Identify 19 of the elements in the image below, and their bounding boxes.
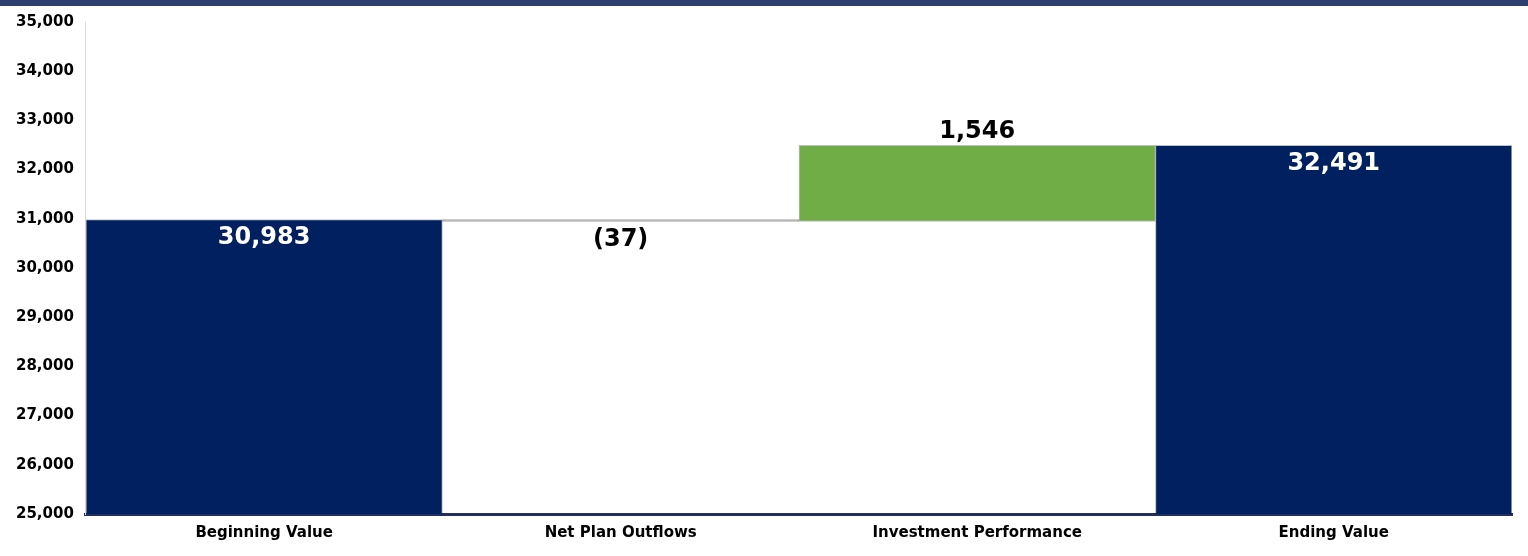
y-tick-label: 33,000 [15,110,74,129]
x-tick-label: Net Plan Outflows [544,522,697,541]
y-tick-label: 27,000 [15,405,74,424]
y-tick-label: 31,000 [15,208,74,227]
data-label: (37) [593,223,649,252]
y-tick-label: 28,000 [15,356,74,375]
data-label: 32,491 [1287,147,1381,176]
y-tick-label: 32,000 [15,159,74,178]
x-tick-label: Beginning Value [195,522,333,541]
y-tick-label: 26,000 [15,454,74,473]
y-tick-label: 30,000 [15,257,74,276]
y-tick-label: 25,000 [15,503,74,522]
y-tick-label: 29,000 [15,307,74,326]
y-tick-label: 34,000 [15,61,74,80]
data-label: 1,546 [939,115,1016,144]
x-tick-label: Investment Performance [872,522,1082,541]
data-label: 30,983 [217,221,311,250]
y-tick-label: 35,000 [15,11,74,30]
x-tick-label: Ending Value [1278,522,1389,541]
